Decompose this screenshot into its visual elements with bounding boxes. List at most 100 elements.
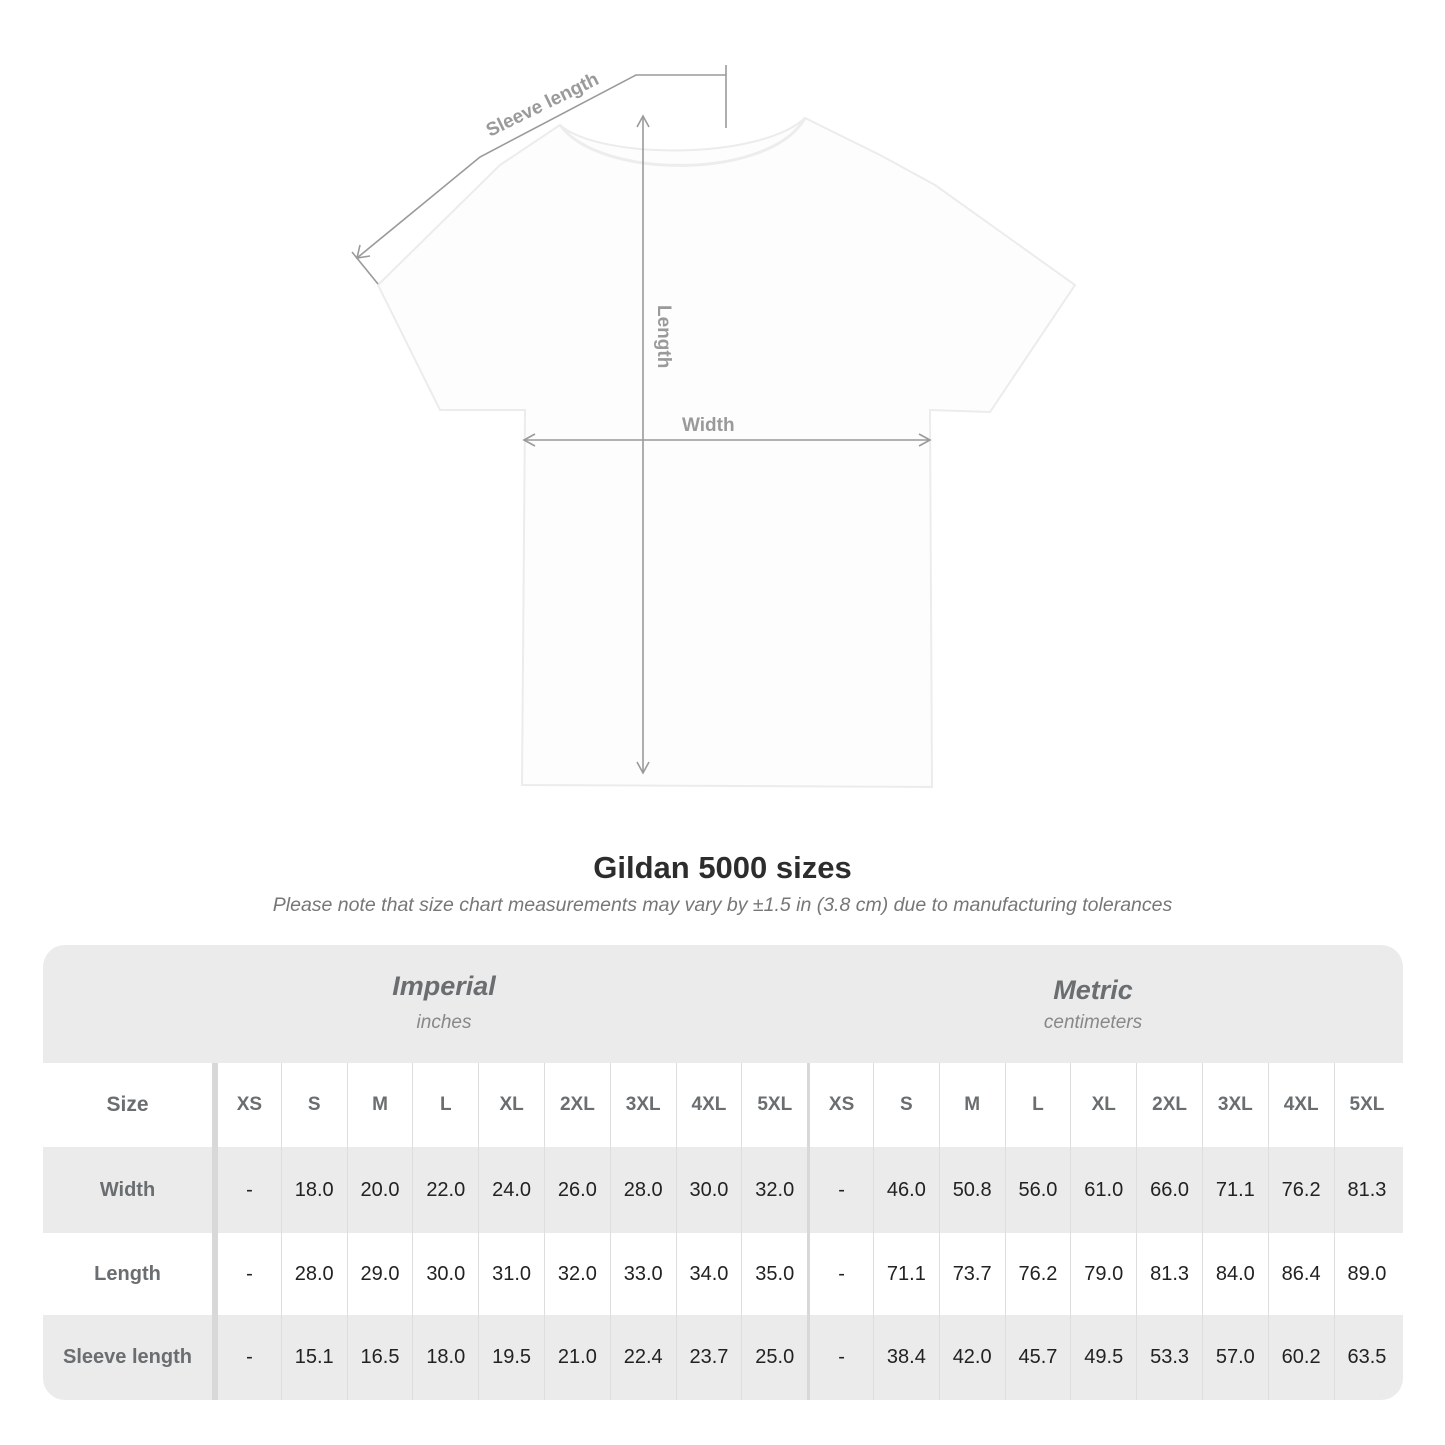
metric-value: 79.0 [1070,1233,1136,1315]
imperial-value: 21.0 [543,1315,610,1400]
size-column-header: XL [478,1063,544,1147]
size-column-header: 3XL [1201,1063,1268,1147]
imperial-value: - [215,1147,281,1233]
tshirt-shape [376,116,1077,789]
table-row: Width -18.0 20.0 22.0 24.0 26.0 28.0 30.0 32.0-4… [43,1147,1403,1233]
metric-title: Metric [1053,975,1133,1005]
metric-value: 60.2 [1267,1315,1334,1400]
imperial-value: 18.0 [280,1147,347,1233]
metric-value: 38.4 [872,1315,939,1400]
length-arrow-bottom [636,761,650,775]
width-arrow-left [522,433,536,447]
imperial-value: 28.0 [280,1233,347,1315]
row-label: Length [43,1233,215,1315]
size-table: Imperial inches Metric centimeters Size X… [43,945,1403,1400]
metric-value: - [807,1315,873,1400]
imperial-value: 29.0 [346,1233,413,1315]
metric-unit: centimeters [1043,1012,1143,1033]
imperial-value: 22.0 [412,1147,478,1233]
imperial-value: 23.7 [675,1315,742,1400]
metric-value: 81.3 [1136,1233,1202,1315]
table-row: Sleeve length -15.1 16.5 18.0 19.5 21.0 22.4 23… [43,1315,1403,1400]
size-column-header: 5XL [1333,1063,1400,1147]
metric-value: 66.0 [1136,1147,1202,1233]
imperial-value: 20.0 [346,1147,413,1233]
imperial-value: 31.0 [478,1233,544,1315]
sleeve-line [356,74,726,259]
size-header-row: Size XS S M L XL 2XL 3XL 4XL 5XL XS S M L XL 2XL 3XL 4XL 5… [43,1063,1403,1147]
row-label: Width [43,1147,215,1233]
metric-value: 76.2 [1267,1147,1334,1233]
row-label: Sleeve length [43,1315,215,1400]
metric-value: 42.0 [938,1315,1005,1400]
tolerance-note: Please note that size chart measurements… [272,894,1173,916]
imperial-value: 26.0 [543,1147,610,1233]
imperial-value: 35.0 [741,1233,807,1315]
size-column-header: XS [215,1063,281,1147]
imperial-value: 30.0 [675,1147,742,1233]
imperial-value: 34.0 [675,1233,742,1315]
sleeve-length-label: Sleeve length [483,69,602,142]
size-column-header: S [872,1063,939,1147]
imperial-value: 18.0 [412,1315,478,1400]
metric-value: 57.0 [1201,1315,1268,1400]
length-arrow-top [636,114,650,128]
metric-value: 56.0 [1004,1147,1071,1233]
page-title: Gildan 5000 sizes [593,850,852,885]
imperial-title: Imperial [392,971,496,1001]
metric-value: 84.0 [1201,1233,1268,1315]
imperial-value: 32.0 [543,1233,610,1315]
size-column-header: L [412,1063,478,1147]
imperial-value: 15.1 [280,1315,347,1400]
metric-value: 53.3 [1136,1315,1202,1400]
imperial-unit: inches [416,1012,472,1033]
metric-value: 86.4 [1267,1233,1334,1315]
unit-header: Imperial inches Metric centimeters [43,945,1403,1063]
metric-value: 49.5 [1070,1315,1136,1400]
imperial-value: 32.0 [741,1147,807,1233]
imperial-value: 30.0 [412,1233,478,1315]
metric-value: - [807,1233,873,1315]
metric-header: Metric centimeters [893,975,1293,1034]
sleeve-start-tick [351,251,379,285]
metric-value: 45.7 [1004,1315,1071,1400]
size-column-header: 2XL [1136,1063,1202,1147]
tshirt-collar [558,117,807,167]
size-column-header: 2XL [543,1063,610,1147]
size-column-header: XL [1070,1063,1136,1147]
size-column-header: 4XL [675,1063,742,1147]
metric-value: 76.2 [1004,1233,1071,1315]
imperial-header: Imperial inches [244,971,644,1034]
imperial-value: 33.0 [609,1233,676,1315]
size-column-header: 5XL [741,1063,807,1147]
size-column-header: S [280,1063,347,1147]
width-arrow-right [918,433,932,447]
length-label: Length [653,305,674,368]
imperial-value: - [215,1233,281,1315]
imperial-value: 28.0 [609,1147,676,1233]
imperial-value: 16.5 [346,1315,413,1400]
imperial-value: - [215,1315,281,1400]
size-column-header: M [346,1063,413,1147]
size-column-header: M [938,1063,1005,1147]
metric-value: 71.1 [1201,1147,1268,1233]
imperial-value: 24.0 [478,1147,544,1233]
size-column-header: XS [807,1063,873,1147]
imperial-value: 25.0 [741,1315,807,1400]
imperial-value: 19.5 [478,1315,544,1400]
metric-value: 73.7 [938,1233,1005,1315]
metric-value: 71.1 [872,1233,939,1315]
metric-value: - [807,1147,873,1233]
metric-value: 63.5 [1333,1315,1400,1400]
metric-value: 50.8 [938,1147,1005,1233]
metric-value: 61.0 [1070,1147,1136,1233]
table-row: Length -28.0 29.0 30.0 31.0 32.0 33.0 34.0 35.0-… [43,1233,1403,1315]
size-column-header: 4XL [1267,1063,1334,1147]
size-column-header: 3XL [609,1063,676,1147]
metric-value: 46.0 [872,1147,939,1233]
metric-value: 81.3 [1333,1147,1400,1233]
tshirt-diagram: Sleeve length Length Width [351,65,1077,789]
size-column-header: L [1004,1063,1071,1147]
metric-value: 89.0 [1333,1233,1400,1315]
size-label: Size [43,1063,215,1147]
